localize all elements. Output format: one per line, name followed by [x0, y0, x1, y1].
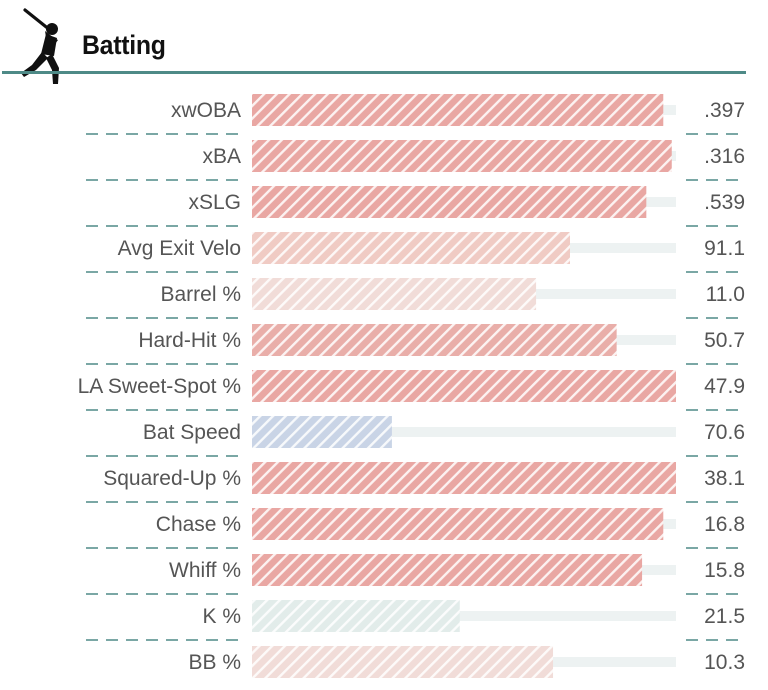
percentile-bar — [252, 600, 460, 632]
stat-label: Hard-Hit % — [138, 329, 241, 352]
stat-row: Bat Speed 70.6 — [86, 416, 746, 457]
stat-row: BB % 10.3 — [188, 646, 745, 678]
stat-value: 38.1 — [704, 467, 745, 490]
stat-label: LA Sweet-Spot % — [78, 375, 241, 398]
baseball-batter-icon — [21, 8, 59, 84]
percentile-bar — [252, 324, 617, 356]
stat-value: 11.0 — [706, 283, 745, 306]
stat-label: xSLG — [188, 191, 241, 214]
stat-value: 70.6 — [704, 421, 745, 444]
stat-value: 47.9 — [704, 375, 745, 398]
stat-label: Squared-Up % — [103, 467, 241, 490]
section-header: Batting — [0, 0, 768, 84]
stat-label: xwOBA — [171, 99, 241, 122]
percentile-bar — [252, 416, 392, 448]
stat-row: LA Sweet-Spot % 47.9 — [78, 370, 746, 411]
section-title: Batting — [82, 30, 166, 60]
stat-label: Barrel % — [160, 283, 241, 306]
bar-track — [252, 427, 676, 437]
stat-row: Avg Exit Velo 91.1 — [86, 232, 746, 273]
stat-value: 91.1 — [704, 237, 745, 260]
stat-row: xBA .316 — [86, 140, 746, 181]
stat-label: Whiff % — [169, 559, 241, 582]
stat-value: 21.5 — [704, 605, 745, 628]
stat-label: xBA — [202, 145, 241, 168]
percentile-bar — [252, 232, 570, 264]
stat-row: Whiff % 15.8 — [86, 554, 746, 595]
stat-label: Bat Speed — [143, 421, 241, 444]
percentile-bar — [252, 140, 672, 172]
stat-label: Chase % — [156, 513, 241, 536]
header-rule — [2, 71, 746, 74]
stat-row: Squared-Up % 38.1 — [86, 462, 746, 503]
stat-value: .539 — [704, 191, 745, 214]
bar-track — [252, 611, 676, 621]
stat-label: K % — [202, 605, 241, 628]
percentile-bar — [252, 94, 664, 126]
stat-value: .397 — [704, 99, 745, 122]
stat-row: K % 21.5 — [86, 600, 746, 641]
percentile-bar — [252, 278, 537, 310]
percentile-bar — [252, 186, 647, 218]
percentile-bar — [252, 508, 664, 540]
stat-value: 50.7 — [704, 329, 745, 352]
stat-label: Avg Exit Velo — [118, 237, 241, 260]
stat-value: 16.8 — [704, 513, 745, 536]
stat-row: xSLG .539 — [86, 186, 746, 227]
stat-row: Hard-Hit % 50.7 — [86, 324, 746, 365]
stat-value: .316 — [704, 145, 745, 168]
percentile-bar — [252, 554, 643, 586]
stat-row: xwOBA .397 — [86, 94, 746, 135]
stat-row: Barrel % 11.0 — [86, 278, 746, 319]
stat-value: 10.3 — [704, 651, 745, 674]
percentile-bar — [252, 462, 676, 494]
stat-row: Chase % 16.8 — [86, 508, 746, 549]
percentile-bar — [252, 646, 554, 678]
stat-label: BB % — [188, 651, 241, 674]
stat-value: 15.8 — [704, 559, 745, 582]
percentile-bar — [252, 370, 676, 402]
